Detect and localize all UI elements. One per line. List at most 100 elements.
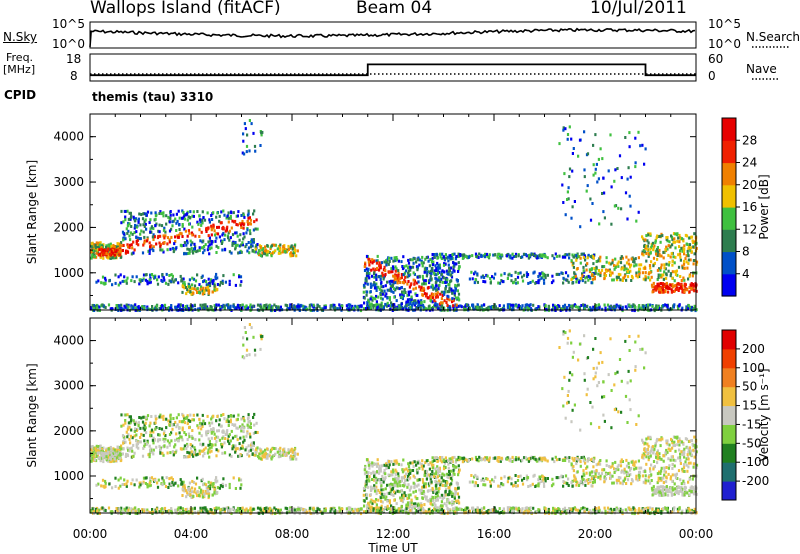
power-cell [368,300,371,304]
power-cell [110,244,113,248]
power-cell [386,288,389,292]
power-cell [609,304,612,308]
power-ytick-label: 1000 [53,266,84,280]
velocity-cell [147,453,150,457]
velocity-cell [227,506,230,510]
power-cell [159,248,162,252]
power-cell [91,253,94,257]
power-cell [448,298,451,302]
power-cell [601,307,604,311]
power-cell [457,270,460,273]
power-cell [408,274,411,278]
power-cell [597,177,600,181]
power-cell [117,283,120,287]
power-cell [241,151,244,155]
power-cell [693,252,696,256]
power-cell [238,307,242,311]
power-cell [397,269,400,273]
power-cell [683,266,686,270]
power-cell [130,243,133,247]
power-cell [448,266,451,270]
velocity-cell [129,415,132,419]
power-cell [437,307,440,311]
power-cell [193,242,196,246]
power-cell [245,231,248,235]
velocity-cell [205,433,208,437]
power-cell [118,242,121,246]
power-cell [189,216,192,220]
velocity-cell [122,441,125,445]
power-cell [606,303,610,307]
velocity-cell [143,423,146,427]
velocity-cell [231,447,234,451]
power-cell [432,260,435,264]
velocity-cell [488,508,491,512]
power-cell [268,251,271,254]
power-cell [629,204,632,208]
power-cell [633,264,636,268]
power-cell [412,287,415,291]
power-cell [203,245,206,248]
power-cell [555,272,558,276]
power-cell [379,263,382,267]
power-cell [573,276,576,279]
velocity-cell [163,430,166,434]
velocity-cell [258,452,261,456]
power-cell [466,303,469,307]
velocity-cell [210,428,213,432]
power-cell [192,210,195,214]
power-cell [366,282,369,286]
power-cell [406,293,409,297]
power-cell [429,294,432,298]
power-cell [246,133,249,137]
power-cell [455,306,458,309]
power-cell [686,243,689,246]
power-cell [376,259,379,263]
power-cell [380,261,383,265]
power-cell [598,222,601,226]
power-cell [571,304,575,308]
power-cell [681,264,684,268]
power-cell [230,251,233,255]
power-colorbar-seg [722,140,736,164]
power-cell [213,284,216,288]
power-cell [162,304,165,308]
power-cell [572,261,575,265]
power-cell [208,307,211,311]
power-cell [413,272,416,276]
power-cell [247,212,250,216]
power-cell [227,211,230,215]
power-cell [236,214,239,218]
power-cell [364,281,367,285]
velocity-cell [571,507,575,511]
power-cell [230,226,233,230]
power-cell [208,284,212,288]
power-cell [475,254,479,258]
power-cell [207,234,210,238]
power-cell [438,276,441,280]
power-cell [674,246,677,250]
velocity-cell [163,481,166,485]
velocity-cell [204,446,207,450]
power-cell [427,286,430,289]
velocity-cell [241,423,244,427]
velocity-cell [179,435,182,439]
power-cell [571,169,574,173]
velocity-cell [138,485,141,489]
power-cell [637,130,640,134]
power-cell [237,251,240,255]
power-cell [369,260,372,264]
velocity-cell [193,487,197,491]
velocity-cell [234,487,237,490]
power-cell [413,299,416,303]
velocity-cell [243,438,246,442]
power-cell [646,239,649,243]
power-cell [227,216,230,220]
power-cell [174,278,177,282]
power-cell [577,280,581,284]
power-cell [673,303,676,307]
power-cell [570,216,573,220]
power-cell [414,286,417,290]
velocity-cell [255,421,258,425]
power-cell [242,237,245,241]
